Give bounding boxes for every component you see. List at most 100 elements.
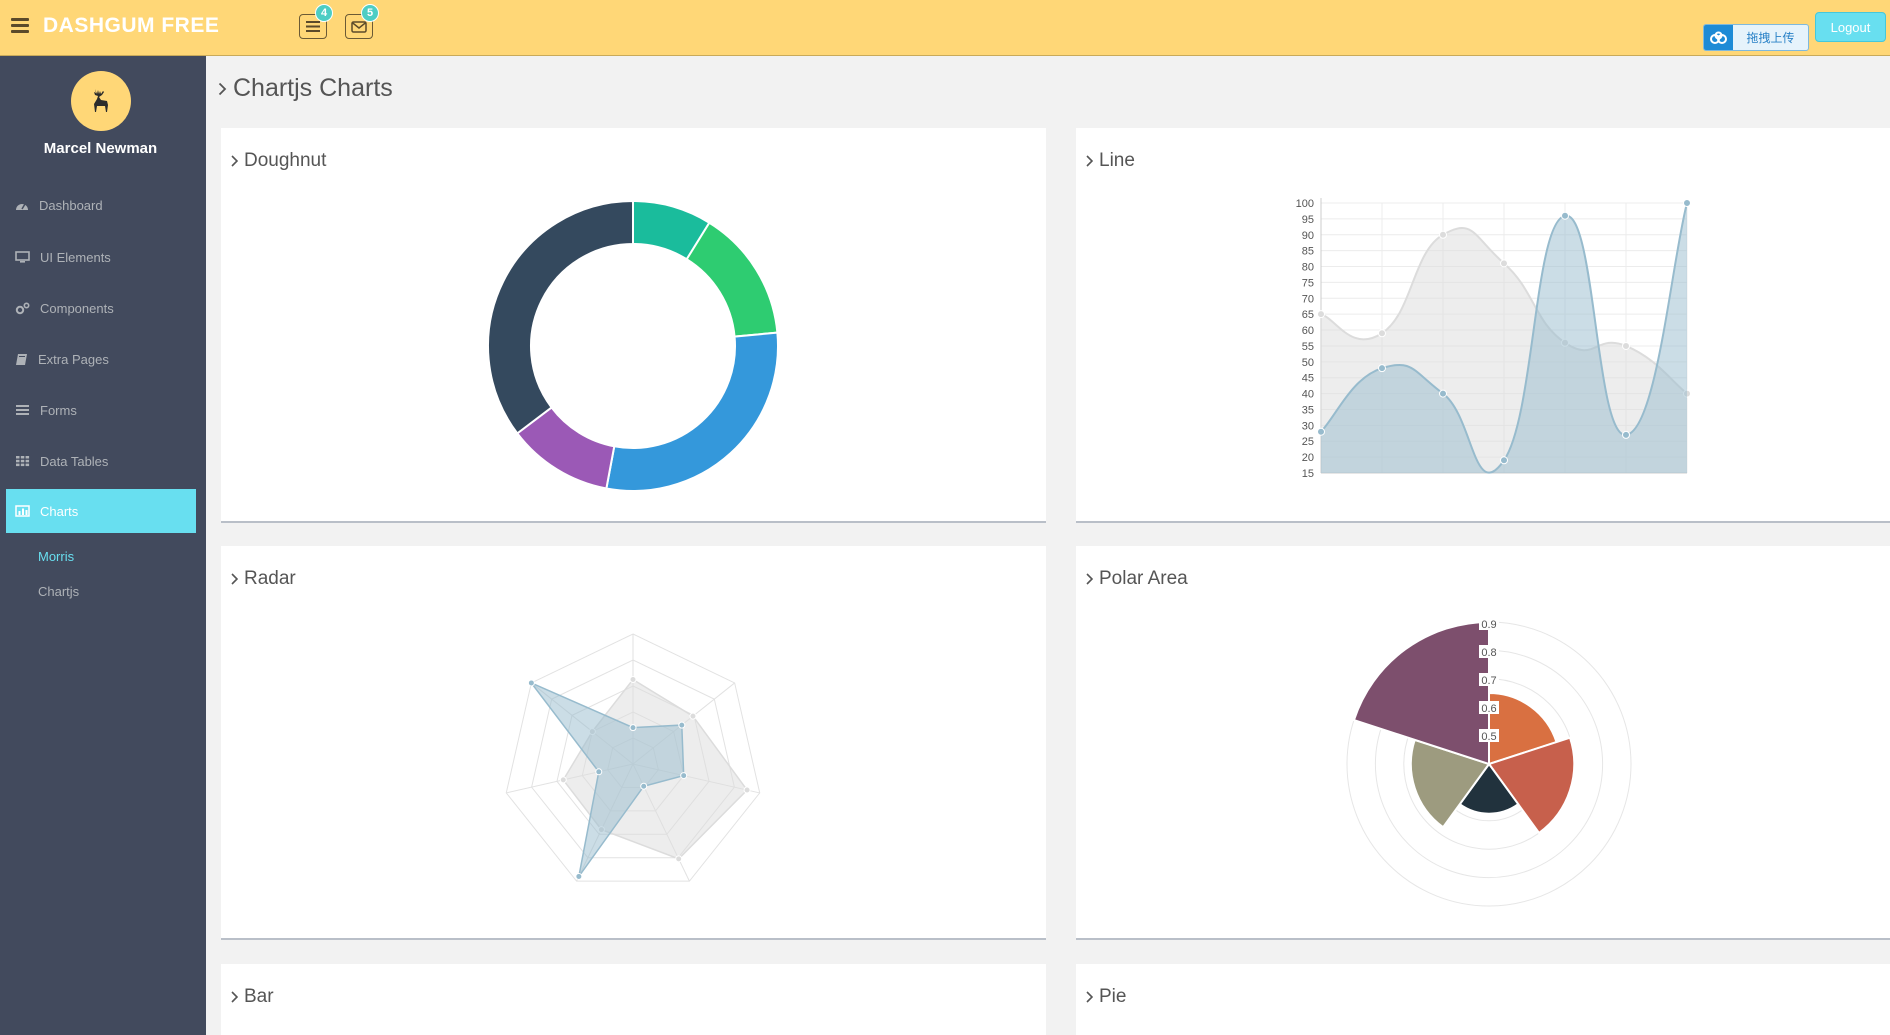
radar-point[interactable] <box>680 772 688 780</box>
upload-label: 拖拽上传 <box>1746 31 1795 45</box>
radar-point[interactable] <box>629 676 637 683</box>
line-point[interactable] <box>1378 364 1386 373</box>
y-tick-label: 85 <box>1302 246 1314 258</box>
submenu-item-chartjs[interactable]: Chartjs <box>38 584 80 599</box>
radar-point[interactable] <box>595 768 603 776</box>
y-tick-label: 100 <box>1296 198 1314 210</box>
panel-title: Line <box>1086 150 1135 172</box>
doughnut-slice-5[interactable] <box>487 199 634 435</box>
sidebar-item-components[interactable]: Components <box>6 286 196 330</box>
tasks-icon <box>306 21 320 32</box>
panel-title: Bar <box>231 986 274 1008</box>
doughnut-slice-2[interactable] <box>685 221 779 338</box>
line-point[interactable] <box>1622 341 1630 350</box>
sidebar-item-ui-elements[interactable]: UI Elements <box>6 235 196 279</box>
cloud-icon <box>1704 25 1733 50</box>
line-series-2 <box>1320 202 1688 474</box>
sidebar-item-label: Data Tables <box>40 453 109 469</box>
polar-tick-backdrop <box>1479 701 1499 714</box>
line-point[interactable] <box>1439 230 1447 239</box>
upload-button[interactable]: 拖拽上传 <box>1703 24 1809 51</box>
radar-point[interactable] <box>640 782 648 790</box>
polar-slice-5[interactable] <box>1352 620 1490 766</box>
doughnut-panel: Doughnut <box>221 128 1046 523</box>
radar-point[interactable] <box>689 712 697 720</box>
y-tick-label: 90 <box>1302 230 1314 242</box>
y-tick-label: 95 <box>1302 214 1314 226</box>
panel-title: Pie <box>1086 986 1126 1008</box>
chevron-right-icon <box>1086 991 1093 1003</box>
chevron-right-icon <box>231 573 238 585</box>
sidebar-item-data-tables[interactable]: Data Tables <box>6 439 196 483</box>
chevron-right-icon <box>1086 573 1093 585</box>
radar-chart <box>505 633 761 882</box>
polar-panel: Polar Area 0.5 0.6 0.7 0.8 0.9 <box>1076 546 1890 940</box>
logout-button[interactable]: Logout <box>1815 12 1886 42</box>
sidebar-item-label: Components <box>40 300 114 316</box>
panel-title-text: Doughnut <box>244 150 327 171</box>
panel-title: Radar <box>231 568 296 590</box>
radar-grid-ring <box>505 633 761 882</box>
polar-tick-label: 0.8 <box>1481 647 1496 659</box>
desktop-icon <box>15 251 30 263</box>
radar-panel: Radar <box>221 546 1046 940</box>
sidebar-item-forms[interactable]: Forms <box>6 388 196 432</box>
book-icon <box>16 353 27 365</box>
tasks-button[interactable]: 4 <box>299 4 333 39</box>
chevron-right-icon <box>218 82 227 95</box>
radar-point[interactable] <box>559 776 567 784</box>
y-tick-label: 30 <box>1302 420 1314 432</box>
app-logo[interactable]: DASHGUM FREE <box>43 14 220 37</box>
polar-area-chart: 0.5 0.6 0.7 0.8 0.9 <box>1346 617 1632 907</box>
sidebar-toggle-icon[interactable] <box>11 18 29 34</box>
y-tick-label: 60 <box>1302 325 1314 337</box>
polar-tick-backdrop <box>1479 729 1499 742</box>
line-point[interactable] <box>1683 199 1691 207</box>
line-point[interactable] <box>1561 211 1569 220</box>
sidebar-item-charts[interactable]: Charts <box>6 489 196 533</box>
panel-title-text: Line <box>1099 150 1135 171</box>
radar-point[interactable] <box>629 724 637 732</box>
y-tick-label: 75 <box>1302 277 1314 289</box>
radar-point[interactable] <box>678 721 686 729</box>
sidebar-item-dashboard[interactable]: Dashboard <box>6 183 196 227</box>
radar-point[interactable] <box>575 872 583 880</box>
y-tick-label: 20 <box>1302 452 1314 464</box>
line-point[interactable] <box>1317 310 1325 319</box>
tasks-icon <box>16 405 29 415</box>
polar-slice-1[interactable] <box>1488 691 1558 766</box>
polar-tick-label: 0.5 <box>1481 731 1496 743</box>
avatar[interactable] <box>71 71 131 131</box>
radar-point[interactable] <box>527 679 535 687</box>
line-chart: 100 95 90 85 80 75 70 65 60 55 50 45 40 35 30 25 20 15 <box>1296 198 1691 480</box>
line-point[interactable] <box>1500 259 1508 268</box>
doughnut-slice-3[interactable] <box>605 331 779 492</box>
tasks-badge: 4 <box>315 4 333 22</box>
polar-slice-4[interactable] <box>1409 738 1491 829</box>
line-point[interactable] <box>1439 389 1447 398</box>
line-series-area-2 <box>1321 203 1687 473</box>
polar-slice-2[interactable] <box>1487 736 1576 835</box>
line-point[interactable] <box>1378 329 1386 338</box>
sidebar-item-extra-pages[interactable]: Extra Pages <box>6 337 196 381</box>
mail-button[interactable]: 5 <box>345 4 379 39</box>
page-title-text: Chartjs Charts <box>233 74 393 102</box>
radar-point[interactable] <box>743 786 751 794</box>
line-point[interactable] <box>1317 427 1325 436</box>
panel-title: Polar Area <box>1086 568 1188 590</box>
polar-slice-3[interactable] <box>1458 762 1520 815</box>
panel-title-text: Polar Area <box>1099 568 1188 589</box>
panel-title: Doughnut <box>231 150 326 172</box>
y-tick-label: 25 <box>1302 436 1314 448</box>
mail-badge: 5 <box>361 4 379 22</box>
y-tick-label: 50 <box>1302 357 1314 369</box>
polar-tick-backdrop <box>1479 645 1499 658</box>
panel-title-text: Pie <box>1099 986 1127 1007</box>
line-point[interactable] <box>1500 456 1508 465</box>
submenu-item-morris[interactable]: Morris <box>38 549 75 564</box>
line-point[interactable] <box>1622 430 1630 439</box>
y-tick-label: 45 <box>1302 373 1314 385</box>
radar-point[interactable] <box>675 855 683 863</box>
y-tick-label: 55 <box>1302 341 1314 353</box>
sidebar-item-label: Forms <box>40 402 77 418</box>
